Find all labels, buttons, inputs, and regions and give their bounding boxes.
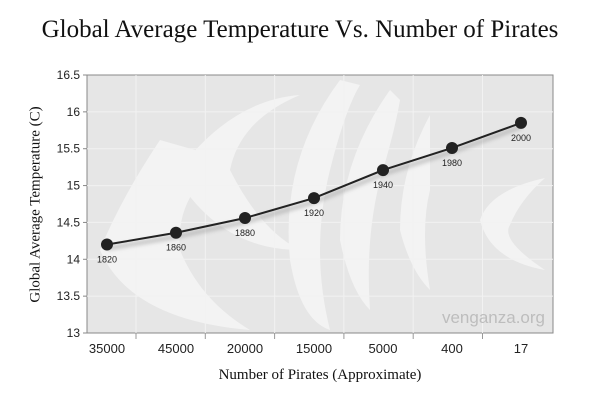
data-label: 1920 bbox=[304, 208, 324, 218]
data-point bbox=[308, 192, 320, 205]
y-tick-label: 15 bbox=[67, 179, 81, 193]
x-tick-label: 400 bbox=[441, 341, 463, 356]
x-tick-label: 45000 bbox=[158, 341, 194, 356]
x-tick-label: 17 bbox=[514, 341, 528, 356]
data-label: 1940 bbox=[373, 180, 393, 190]
data-point bbox=[239, 212, 251, 225]
data-point bbox=[377, 164, 389, 177]
fish-rib-shape bbox=[400, 115, 430, 290]
fish-fin-shape bbox=[175, 95, 300, 250]
data-label: 1980 bbox=[442, 158, 462, 168]
y-tick-label: 13.5 bbox=[57, 289, 81, 303]
data-point bbox=[515, 116, 527, 129]
x-axis-label: Number of Pirates (Approximate) bbox=[218, 367, 422, 383]
y-tick-label: 14.5 bbox=[57, 215, 81, 229]
y-tick-label: 15.5 bbox=[57, 142, 81, 156]
data-label: 1860 bbox=[166, 243, 186, 253]
x-tick-label: 35000 bbox=[89, 341, 125, 356]
fish-tail-shape bbox=[480, 178, 545, 270]
data-point bbox=[170, 226, 182, 239]
y-tick-label: 13 bbox=[67, 326, 81, 340]
watermark-text: venganza.org bbox=[442, 308, 545, 327]
chart-title: Global Average Temperature Vs. Number of… bbox=[41, 16, 559, 43]
x-tick-label: 15000 bbox=[296, 341, 332, 356]
data-point bbox=[101, 238, 113, 251]
y-tick-label: 16.5 bbox=[57, 68, 81, 82]
y-tick-label: 14 bbox=[67, 252, 81, 266]
data-point bbox=[446, 141, 458, 154]
y-tick-label: 16 bbox=[67, 105, 81, 119]
data-label: 1880 bbox=[235, 228, 255, 238]
fish-rib-shape bbox=[288, 80, 360, 330]
fish-rib-shape bbox=[340, 90, 400, 310]
data-label: 2000 bbox=[511, 133, 531, 143]
data-label: 1820 bbox=[97, 255, 117, 265]
x-tick-label: 5000 bbox=[369, 341, 398, 356]
x-tick-label: 20000 bbox=[227, 341, 263, 356]
